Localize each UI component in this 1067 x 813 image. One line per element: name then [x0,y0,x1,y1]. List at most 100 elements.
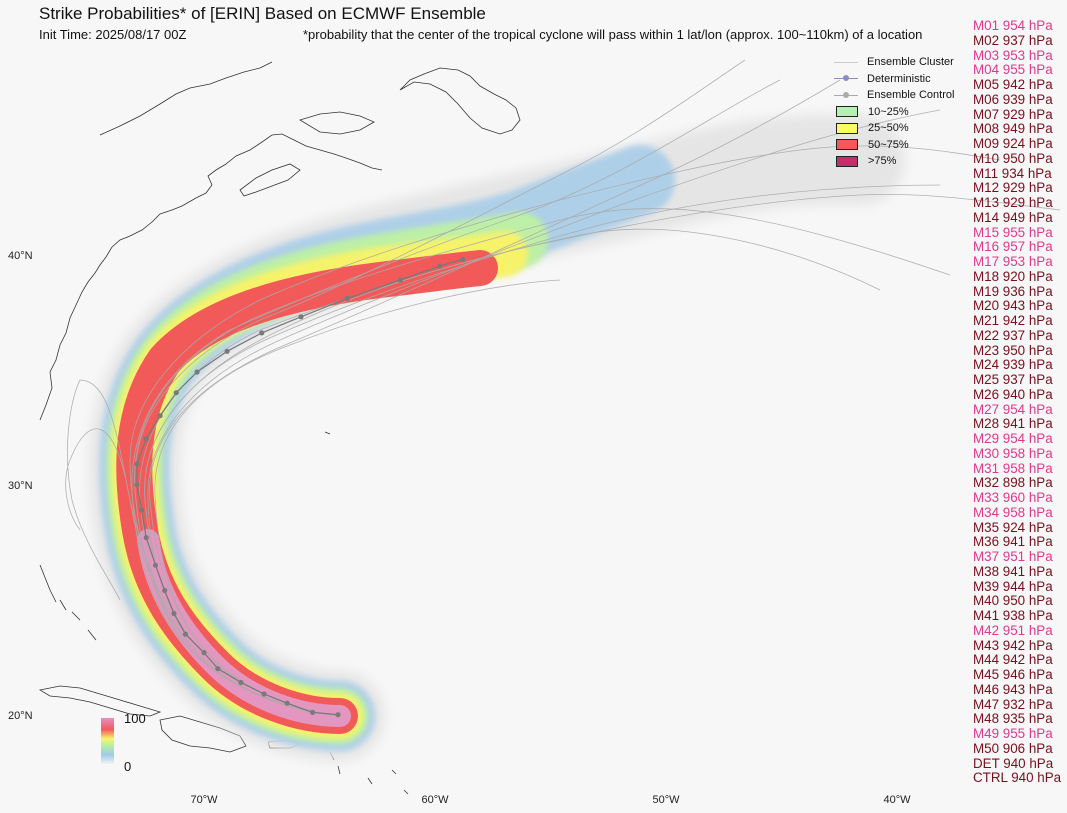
legend-swatch-icon [836,122,858,134]
legend-swatch-icon [836,155,858,167]
coastline-cuba [38,685,162,717]
member-pressure-label: M15 955 hPa [973,224,1053,240]
legend-label: Ensemble Control [867,89,955,102]
member-pressure-label: M43 942 hPa [973,637,1053,653]
legend: Ensemble Cluster Deterministic Ensemble … [834,54,954,170]
track-point [284,700,290,706]
member-pressure-label: CTRL 940 hPa [973,770,1062,786]
member-pressure-label: M37 951 hPa [973,549,1053,564]
lat-tick-label: 30°N [8,480,33,492]
legend-item-10-25: 10~25% [834,104,954,121]
member-pressure-label: M31 958 hPa [973,460,1053,476]
member-pressure-label: M17 953 hPa [973,254,1053,269]
colorbar-max-label: 100 [124,711,146,726]
track-point [298,314,304,320]
member-pressure-label: M36 941 hPa [973,534,1053,550]
member-pressure-label: M25 937 hPa [973,372,1053,387]
member-pressure-label: M11 934 hPa [973,165,1052,181]
track-point [157,413,163,419]
init-time: Init Time: 2025/08/17 00Z [39,27,187,42]
member-pressure-label: M06 939 hPa [973,91,1053,107]
legend-swatch-icon [836,106,858,118]
ensemble-tracks [65,59,1061,717]
footnote: *probability that the center of the trop… [303,27,923,42]
legend-item-50-75: 50~75% [834,137,954,154]
member-pressure-label: M46 943 hPa [973,681,1053,697]
legend-item-ensemble-control: Ensemble Control [834,87,954,104]
track-point [171,610,177,617]
member-pressure-label: M26 940 hPa [973,386,1053,402]
track-point [143,436,149,442]
member-pressure-label: M39 944 hPa [973,578,1053,594]
track-point [182,631,189,637]
legend-line-icon [834,61,858,63]
member-pressure-label: M45 946 hPa [973,667,1053,682]
legend-line-dot-icon [834,75,858,82]
legend-item-over-75: >75% [834,153,954,170]
coastline-newfoundland [399,67,521,135]
legend-label: 10~25% [868,105,909,118]
legend-label: Ensemble Cluster [867,56,954,69]
colorbar-min-label: 0 [124,759,132,774]
member-pressure-label: M19 936 hPa [973,283,1053,299]
member-pressure-label: M40 950 hPa [973,593,1053,609]
lon-tick-label: 60°W [421,794,449,806]
member-pressure-label: M02 937 hPa [973,32,1053,48]
coastline-bahamas [39,564,97,641]
track-point [134,482,140,488]
deterministic-track [134,256,466,718]
member-pressure-label: M18 920 hPa [973,268,1053,284]
member-pressure-label: M29 954 hPa [973,431,1053,446]
lat-tick-label: 40°N [8,250,33,262]
member-pressure-label: M20 943 hPa [973,298,1053,314]
lon-tick-label: 70°W [190,794,218,806]
track-point [139,507,145,513]
lon-tick-label: 50°W [652,794,680,806]
track-point [215,666,221,672]
track-point [309,709,316,716]
track-point [224,348,230,354]
member-pressure-list: M01 954 hPa M02 937 hPa M03 953 hPa M04 955… [973,18,1062,786]
member-pressure-label: M42 951 hPa [973,622,1053,638]
member-pressure-label: M08 949 hPa [973,121,1053,137]
member-pressure-label: M47 932 hPa [973,696,1053,712]
member-pressure-label: M13 929 hPa [973,195,1053,210]
legend-label: 25~50% [868,122,909,135]
track-point [194,369,200,375]
track-point [173,390,179,396]
track-point [344,295,350,301]
member-pressure-label: DET 940 hPa [973,755,1054,771]
track-point [335,712,341,718]
track-point [261,691,267,697]
member-pressure-label: M03 953 hPa [973,47,1053,63]
member-pressure-label: M24 939 hPa [973,357,1053,373]
coastline-gulf-stlawrence [299,111,375,135]
member-pressure-label: M23 950 hPa [973,342,1053,358]
member-pressure-label: M41 938 hPa [973,608,1053,623]
member-pressure-label: M35 924 hPa [973,519,1053,535]
legend-line-dot-icon [834,91,858,98]
chart-title: Strike Probabilities* of [ERIN] Based on… [39,4,486,23]
member-pressure-label: M50 906 hPa [973,740,1053,756]
track-point [134,461,140,467]
coastlines [38,61,521,795]
colorbar [101,718,114,764]
member-pressure-label: M01 954 hPa [973,18,1053,33]
legend-swatch-icon [836,139,858,151]
member-pressure-label: M04 955 hPa [973,62,1053,78]
track-point [397,277,403,283]
lon-tick-label: 40°W [883,794,911,806]
coastline-hispaniola [159,715,247,753]
coastline-labrador [99,61,273,136]
member-pressure-label: M22 937 hPa [973,327,1053,343]
member-pressure-label: M32 898 hPa [973,475,1053,491]
legend-label: Deterministic [867,72,931,85]
member-pressure-label: M49 955 hPa [973,726,1053,741]
legend-label: >75% [868,155,897,168]
member-pressure-label: M12 929 hPa [973,180,1053,196]
track-point [201,650,207,656]
member-pressure-label: M21 942 hPa [973,313,1053,328]
legend-item-deterministic: Deterministic [834,71,954,88]
deterministic-track-line [136,258,463,716]
track-point [143,535,149,541]
